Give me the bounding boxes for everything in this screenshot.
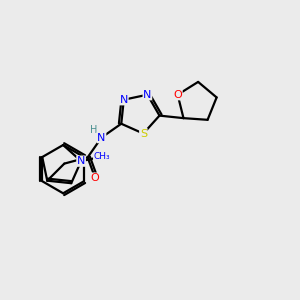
Text: CH₃: CH₃: [94, 152, 110, 161]
Text: H: H: [90, 125, 98, 135]
Text: O: O: [90, 173, 99, 183]
Text: N: N: [143, 90, 152, 100]
Text: N: N: [120, 95, 128, 105]
Text: N: N: [77, 156, 85, 166]
Text: N: N: [97, 133, 106, 142]
Text: S: S: [140, 129, 147, 139]
Text: O: O: [173, 90, 182, 100]
